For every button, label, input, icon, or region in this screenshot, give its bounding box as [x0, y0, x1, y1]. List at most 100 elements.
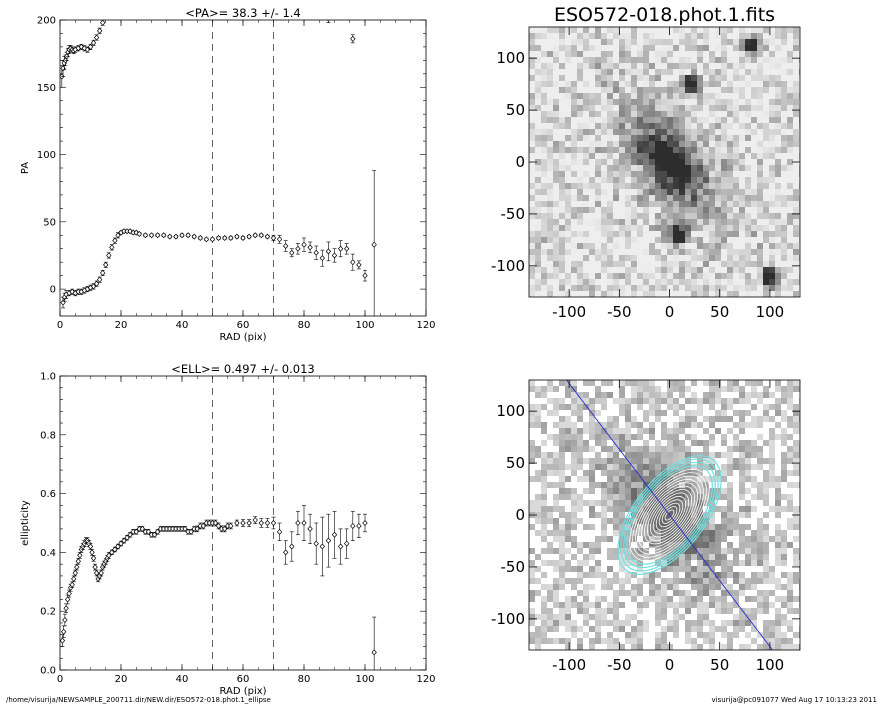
isophote-image-xtick-label: -50: [607, 656, 632, 674]
isophote-image-xtick-label: 100: [756, 656, 785, 674]
pa-point: [215, 234, 222, 241]
fits-image-panel: -100 -50 0 50 100 -100 -50 0 50 100 ESO572-018.pho…: [491, 4, 801, 321]
ell-point: [92, 564, 98, 571]
isophote-image-isophote: [649, 492, 690, 538]
pa-point: [161, 232, 167, 239]
pa-point: [325, 248, 332, 255]
ell-plot: 0 20 40 60 80 100 120 0.0 0.2 0.4 0.6 0.8 1.0 <ELL>= …: [20, 362, 436, 697]
pa-point: [109, 244, 115, 251]
fits-image-xtick-label: 100: [756, 303, 785, 321]
pa-plot: 0 20 40 60 80 100 120 0 50 100 150 200 <PA>= 38.3 +/…: [20, 6, 436, 343]
pa-point: [283, 243, 289, 250]
ell-ytick-label: 0.8: [40, 430, 56, 441]
pa-point: [350, 35, 356, 42]
pa-point: [100, 20, 106, 26]
ell-point: [325, 537, 332, 544]
ell-point: [246, 519, 252, 527]
fits-image-xtick-label: -50: [607, 303, 632, 321]
isophote-image-isophote: [655, 499, 684, 531]
ell-point: [344, 540, 350, 547]
fits-image-ytick-label: 100: [496, 49, 525, 67]
pa-point: [148, 232, 155, 239]
pa-point: [154, 232, 161, 239]
pa-point: [100, 269, 106, 276]
pa-point: [313, 249, 319, 256]
isophote-image-isophote: [629, 468, 710, 562]
ell-xtick-label: 120: [416, 674, 435, 685]
isophote-image-isophote: [617, 455, 722, 575]
pa-point: [90, 39, 97, 46]
ell-point: [194, 525, 200, 532]
fits-image-xtick-label: 50: [710, 303, 729, 321]
ell-point: [234, 519, 240, 527]
isophote-image-xtick-label: -100: [552, 656, 586, 674]
pa-ytick-label: 100: [37, 150, 56, 161]
ell-point: [72, 569, 78, 577]
isophote-image-ytick-label: -100: [491, 610, 525, 628]
pa-point: [234, 233, 240, 240]
pa-title: <PA>= 38.3 +/- 1.4: [185, 6, 301, 20]
pa-point: [60, 299, 66, 306]
isophote-image-ytick-label: 0: [515, 506, 525, 524]
pa-ytick-label: 200: [37, 16, 56, 27]
ell-point: [212, 519, 219, 527]
pa-ytick-label: 150: [37, 83, 56, 94]
isophote-image-isophote: [658, 502, 681, 528]
isophote-image-isophotes: [565, 380, 774, 650]
pa-point: [103, 261, 109, 268]
pa-point: [197, 234, 203, 241]
pa-point: [142, 232, 149, 239]
ell-ytick-label: 0.2: [40, 607, 56, 618]
pa-point: [203, 236, 210, 243]
pa-point: [356, 261, 362, 268]
isophote-image-ytick-label: -50: [501, 558, 526, 576]
ell-point: [93, 569, 100, 577]
isophote-image-isophote: [664, 509, 675, 521]
isophote-image-isophote: [644, 485, 695, 545]
pa-xtick-label: 100: [355, 320, 374, 331]
ell-point: [74, 564, 80, 571]
pa-point: [60, 65, 66, 72]
pa-point: [258, 232, 264, 239]
isophote-image-isophote: [623, 461, 716, 569]
ell-point: [90, 555, 97, 562]
ell-point: [252, 517, 258, 524]
ell-point: [60, 628, 67, 635]
ell-xtick-label: 60: [237, 674, 250, 685]
ell-point: [222, 525, 228, 532]
pa-point: [252, 232, 258, 239]
pa-point: [222, 234, 228, 241]
pa-point: [106, 252, 112, 259]
fits-image-xtick-label: -100: [552, 303, 586, 321]
pa-xtick-label: 20: [115, 320, 128, 331]
ell-data: [60, 505, 377, 670]
pa-point: [191, 233, 197, 240]
ell-ytick-label: 1.0: [40, 372, 56, 383]
pa-point: [96, 276, 103, 283]
ell-point: [258, 519, 264, 527]
ell-xtick-label: 40: [176, 674, 189, 685]
fits-image-ytick-label: -100: [491, 257, 525, 275]
fits-image-image: [529, 27, 800, 297]
ell-point: [98, 569, 104, 577]
ell-point: [240, 519, 246, 527]
ell-title: <ELL>= 0.497 +/- 0.013: [171, 362, 314, 376]
isophote-image-isophote: [661, 506, 678, 524]
fits-image-ytick-label: 50: [506, 101, 525, 119]
pa-point: [93, 280, 100, 287]
isophote-image-isophote: [641, 482, 698, 548]
isophote-image-isophote: [638, 479, 701, 551]
ell-point: [350, 522, 356, 529]
pa-data: [60, 20, 377, 316]
ell-point: [215, 522, 222, 529]
pa-xlabel: RAD (pix): [219, 332, 266, 343]
ell-ylabel: ellipticity: [20, 500, 31, 546]
ell-point: [289, 543, 295, 550]
ell-point: [62, 616, 68, 624]
ell-point: [139, 525, 146, 532]
fits-image-ytick-label: -50: [501, 205, 526, 223]
pa-point: [362, 272, 368, 279]
pa-point: [93, 34, 100, 41]
ell-point: [145, 528, 152, 535]
pa-point: [301, 241, 307, 248]
